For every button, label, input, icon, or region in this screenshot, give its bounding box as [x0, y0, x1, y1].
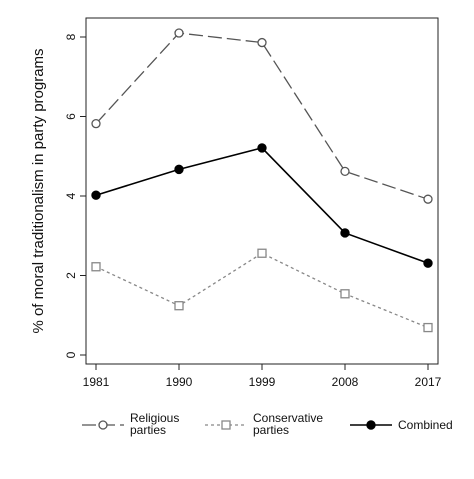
y-tick-label: 4	[64, 192, 78, 199]
data-point	[257, 248, 267, 258]
data-point	[91, 119, 101, 129]
legend-marker	[366, 420, 376, 430]
series-layer	[91, 28, 433, 333]
x-tick-label: 2008	[332, 375, 359, 389]
y-axis-label: % of moral traditionalism in party progr…	[30, 48, 47, 333]
series-conservative-parties	[91, 248, 433, 333]
data-point	[91, 262, 101, 272]
legend-marker	[98, 420, 108, 430]
x-tick-label: 1990	[166, 375, 193, 389]
legend-label: Religious	[130, 411, 179, 425]
series-line	[95, 147, 429, 264]
data-point	[423, 194, 433, 204]
data-point	[174, 301, 184, 311]
data-point	[340, 289, 350, 299]
legend-label: Combined	[398, 418, 453, 432]
data-point	[340, 166, 350, 177]
data-point	[257, 37, 267, 48]
plot-frame	[85, 17, 439, 365]
series-line	[95, 252, 429, 329]
x-tick-label: 2017	[415, 375, 442, 389]
data-point	[174, 28, 184, 38]
x-tick-label: 1999	[249, 375, 276, 389]
data-point	[257, 143, 267, 153]
series-line	[95, 32, 429, 200]
series-religious-parties	[91, 28, 433, 204]
data-point	[91, 190, 101, 200]
y-tick-label: 8	[64, 33, 78, 40]
legend-label: Conservative	[253, 411, 323, 425]
data-point	[174, 164, 184, 175]
y-tick-label: 0	[64, 351, 78, 358]
x-tick-label: 1981	[83, 375, 110, 389]
y-axis: 0 2 4 6 8	[64, 33, 86, 358]
legend-label: parties	[253, 423, 289, 437]
data-point	[423, 258, 433, 268]
data-point	[340, 228, 350, 238]
legend-item: Combined	[350, 418, 453, 432]
y-tick-label: 2	[64, 272, 78, 279]
series-combined	[91, 143, 433, 268]
legend-label: parties	[130, 423, 166, 437]
x-axis: 1981 1990 1999 2008 2017	[83, 364, 442, 389]
legend-marker	[221, 420, 231, 430]
data-point	[423, 322, 433, 333]
y-tick-label: 6	[64, 113, 78, 120]
